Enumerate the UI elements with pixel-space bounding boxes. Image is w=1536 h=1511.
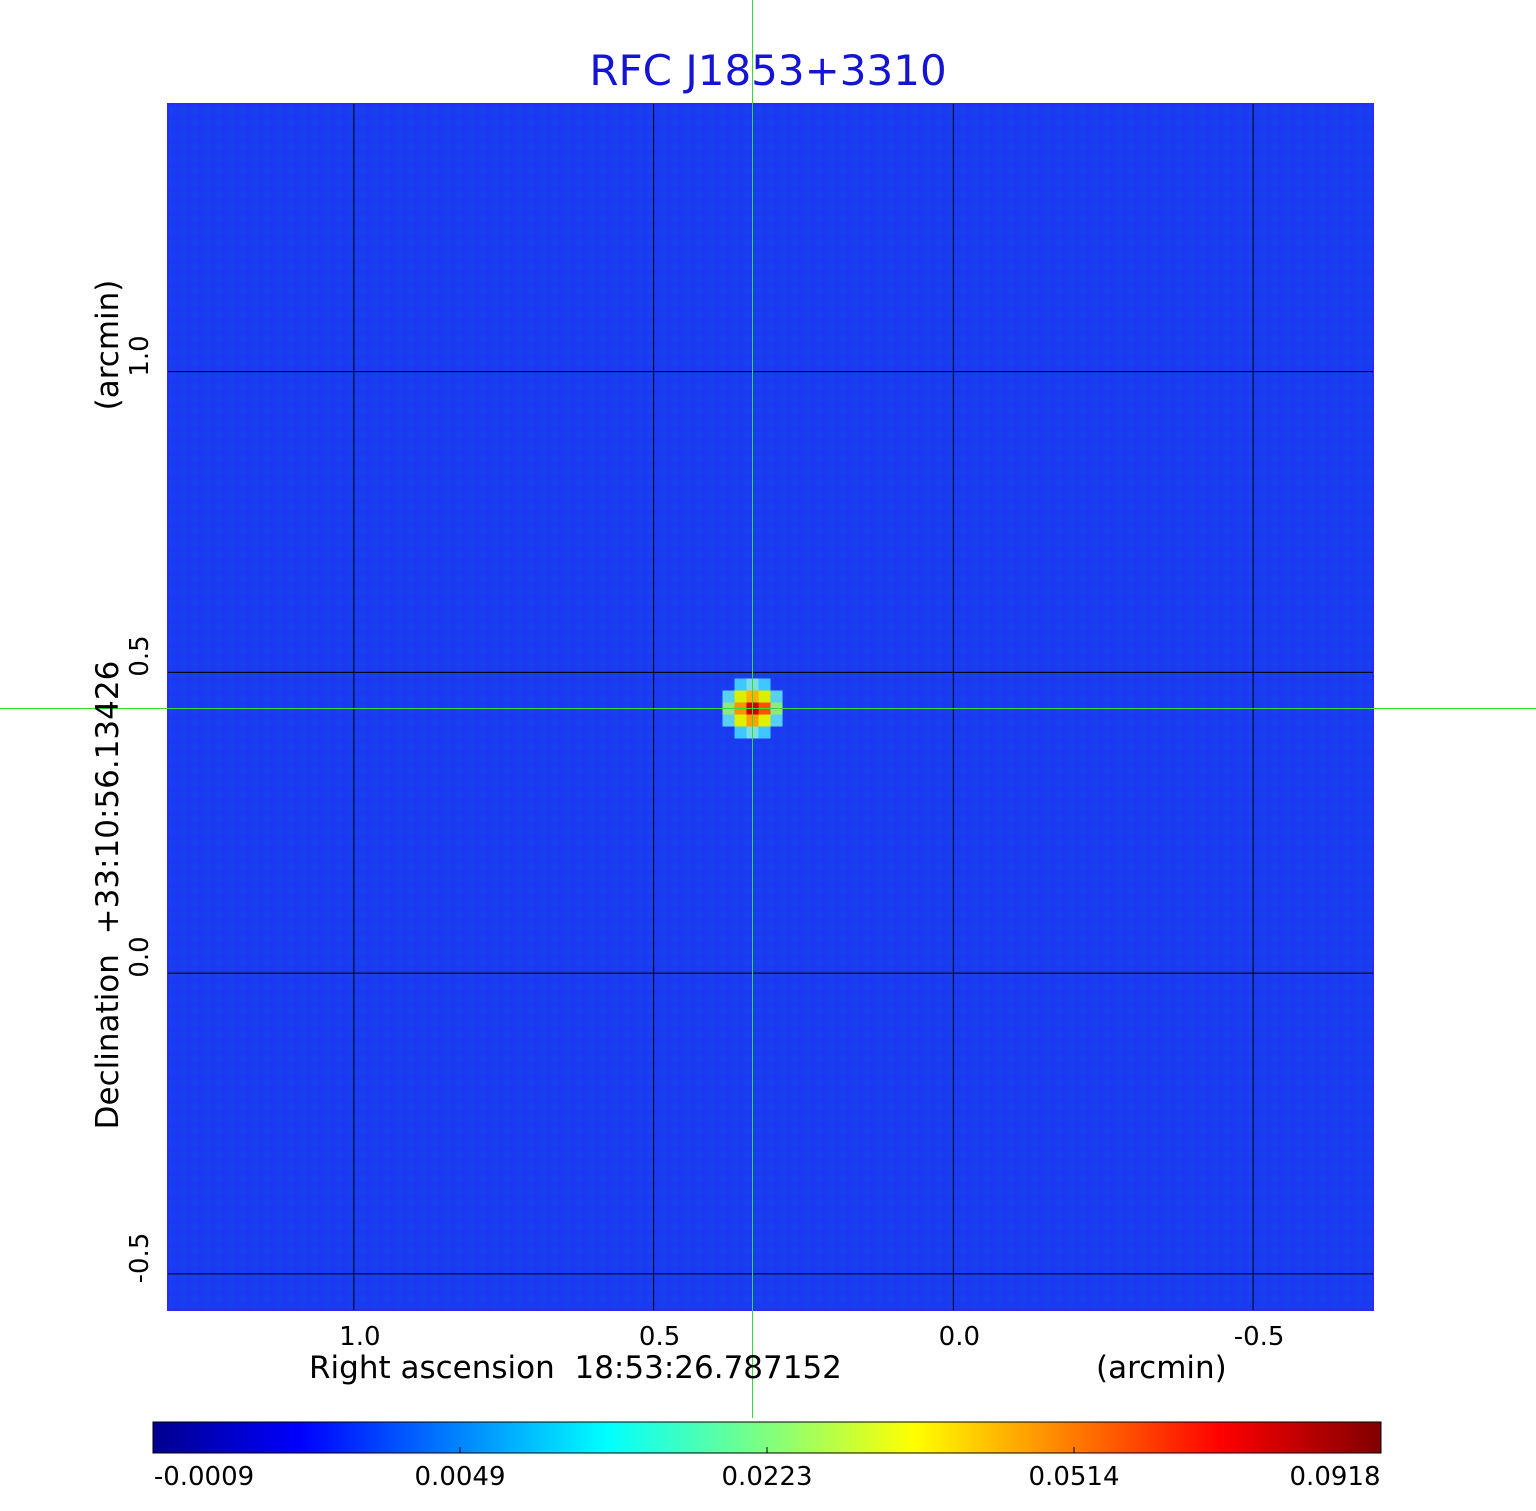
y-axis-unit: (arcmin) xyxy=(90,279,126,411)
colorbar-tick-label: 0.0918 xyxy=(1289,1462,1381,1492)
colorbar-tick-label: 0.0514 xyxy=(1028,1462,1120,1492)
y-tick-label: 1.0 xyxy=(125,334,155,377)
x-tick-label: 0.5 xyxy=(638,1322,681,1352)
x-tick-label: 1.0 xyxy=(339,1322,381,1352)
crosshair xyxy=(0,0,1536,1418)
source-blob xyxy=(722,678,783,739)
source-pixel xyxy=(734,726,747,739)
x-tick-label: -0.5 xyxy=(1233,1322,1285,1352)
y-axis-label: Declination +33:10:56.13426 xyxy=(90,660,126,1130)
chart-title: RFC J1853+3310 xyxy=(589,46,947,95)
source-pixel xyxy=(734,690,747,703)
source-pixel xyxy=(722,690,735,703)
grid-lines xyxy=(168,104,1373,1310)
source-pixel xyxy=(770,690,783,703)
source-pixel xyxy=(758,678,771,691)
source-pixel xyxy=(734,678,747,691)
y-tick-label: 0.0 xyxy=(125,936,155,978)
source-pixel xyxy=(734,714,747,727)
source-pixel xyxy=(722,714,735,727)
source-pixel xyxy=(770,714,783,727)
y-tick-label: -0.5 xyxy=(125,1232,155,1284)
colorbar-tick-label: 0.0223 xyxy=(721,1462,813,1492)
colorbar-tick-label: -0.0009 xyxy=(153,1462,255,1492)
x-axis-label: Right ascension 18:53:26.787152 xyxy=(309,1350,842,1386)
colorbar-ticks xyxy=(152,1447,1382,1453)
source-pixel xyxy=(758,726,771,739)
y-tick-label: 0.5 xyxy=(125,635,155,678)
source-pixel xyxy=(758,714,771,727)
source-pixel xyxy=(758,690,771,703)
x-tick-label: 0.0 xyxy=(938,1322,981,1352)
x-axis-unit: (arcmin) xyxy=(1096,1350,1227,1386)
colorbar-tick-label: 0.0049 xyxy=(414,1462,506,1492)
